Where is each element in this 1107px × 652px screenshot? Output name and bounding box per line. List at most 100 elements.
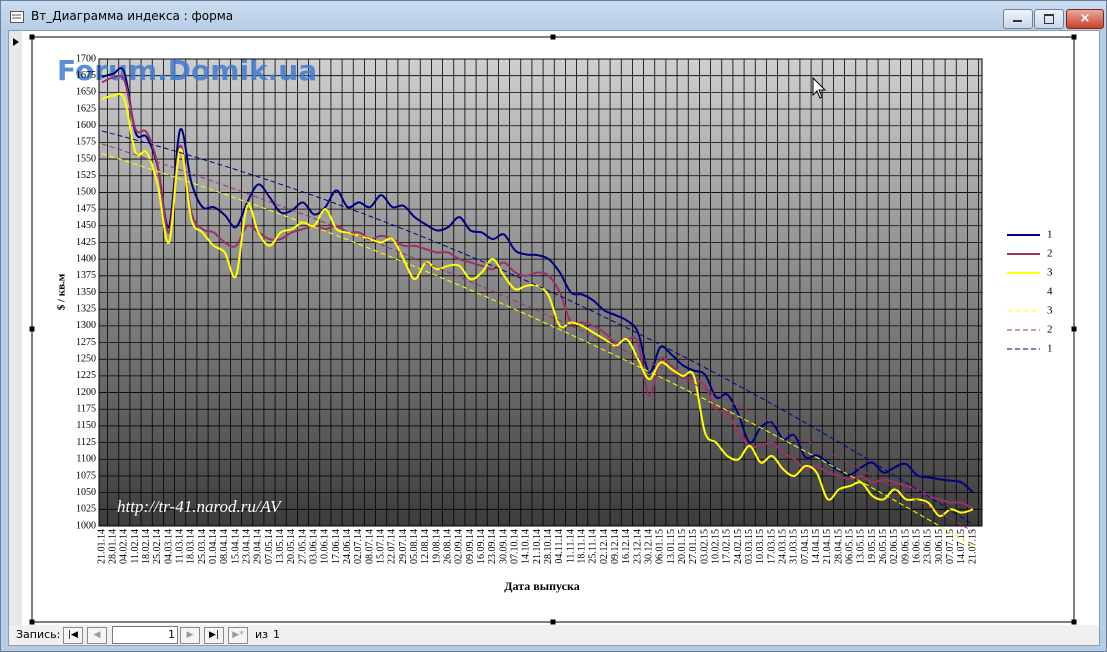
x-tick-label: 24.06.14 xyxy=(342,529,353,564)
x-tick-label: 04.02.14 xyxy=(119,529,130,564)
x-tick-label: 13.05.14 xyxy=(275,529,286,564)
last-record-button[interactable]: ▶| xyxy=(204,627,224,644)
y-tick-label: 1225 xyxy=(76,370,96,381)
legend-label: 1 xyxy=(1047,229,1053,241)
x-tick-label: 14.04.15 xyxy=(811,529,822,564)
x-tick-label: 06.05.15 xyxy=(844,529,855,564)
x-axis-title: Дата выпуска xyxy=(504,579,579,593)
y-tick-label: 1675 xyxy=(76,70,96,81)
x-tick-label: 14.10.14 xyxy=(521,529,532,564)
x-tick-label: 21.01.14 xyxy=(96,529,107,564)
x-tick-label: 16.12.14 xyxy=(621,529,632,564)
x-tick-label: 13.05.15 xyxy=(856,529,867,564)
first-record-button[interactable]: |◀ xyxy=(63,627,83,644)
x-tick-label: 27.05.14 xyxy=(297,529,308,564)
next-record-button[interactable]: ▶ xyxy=(180,627,200,644)
x-tick-label: 11.03.14 xyxy=(174,529,185,564)
record-number[interactable]: 1 xyxy=(112,626,178,644)
y-tick-label: 1650 xyxy=(76,87,96,98)
trend-line xyxy=(101,143,974,532)
y-tick-label: 1550 xyxy=(76,153,96,164)
maximize-button[interactable] xyxy=(1034,9,1064,29)
x-tick-label: 08.04.14 xyxy=(219,529,230,564)
x-tick-label: 04.11.14 xyxy=(554,529,565,564)
watermark: http://tr-41.narod.ru/AV xyxy=(117,497,283,516)
x-tick-label: 07.04.15 xyxy=(800,529,811,564)
y-tick-label: 1425 xyxy=(76,237,96,248)
x-tick-label: 30.09.14 xyxy=(498,529,509,564)
y-tick-label: 1325 xyxy=(76,303,96,314)
legend-label: 1 xyxy=(1047,343,1053,355)
x-tick-label: 21.04.15 xyxy=(822,529,833,564)
x-tick-label: 18.11.14 xyxy=(576,529,587,564)
nav-label: Запись: xyxy=(16,628,61,641)
y-tick-label: 1275 xyxy=(76,337,96,348)
x-tick-label: 23.06.15 xyxy=(923,529,934,564)
x-tick-label: 09.06.15 xyxy=(900,529,911,564)
minimize-button[interactable] xyxy=(1003,9,1033,29)
legend-label: 4 xyxy=(1047,286,1053,298)
x-tick-label: 17.06.14 xyxy=(331,529,342,564)
x-tick-label: 18.03.14 xyxy=(186,529,197,564)
legend-label: 3 xyxy=(1047,267,1053,279)
x-tick-label: 03.03.15 xyxy=(744,529,755,564)
y-tick-label: 1125 xyxy=(76,437,96,448)
trend-line xyxy=(101,153,974,546)
x-tick-label: 02.07.14 xyxy=(353,529,364,564)
resize-handle xyxy=(29,619,35,625)
x-tick-label: 23.12.14 xyxy=(632,529,643,564)
x-tick-label: 02.09.14 xyxy=(454,529,465,564)
y-tick-label: 1025 xyxy=(76,504,96,515)
y-tick-label: 1625 xyxy=(76,103,96,114)
legend-label: 2 xyxy=(1047,324,1053,336)
y-tick-label: 1200 xyxy=(76,387,96,398)
y-tick-label: 1575 xyxy=(76,137,96,148)
close-button[interactable]: × xyxy=(1066,9,1104,29)
nav-total: 1 xyxy=(273,628,280,641)
x-tick-label: 31.03.15 xyxy=(789,529,800,564)
x-tick-label: 21.10.14 xyxy=(532,529,543,564)
y-tick-label: 1300 xyxy=(76,320,96,331)
x-tick-label: 10.03.15 xyxy=(755,529,766,564)
x-tick-label: 28.01.14 xyxy=(107,529,118,564)
x-tick-label: 28.10.14 xyxy=(543,529,554,564)
x-tick-label: 06.01.15 xyxy=(655,529,666,564)
data-line xyxy=(101,67,974,494)
x-tick-label: 20.05.14 xyxy=(286,529,297,564)
y-tick-label: 1250 xyxy=(76,354,96,365)
x-tick-label: 17.03.15 xyxy=(766,529,777,564)
y-tick-label: 1600 xyxy=(76,120,96,131)
x-tick-label: 22.07.14 xyxy=(387,529,398,564)
y-tick-label: 1175 xyxy=(76,404,96,415)
prev-record-button[interactable]: ◀ xyxy=(87,627,107,644)
x-tick-label: 20.01.15 xyxy=(677,529,688,564)
x-tick-label: 19.08.14 xyxy=(431,529,442,564)
x-tick-label: 02.06.15 xyxy=(889,529,900,564)
x-tick-label: 25.02.14 xyxy=(152,529,163,564)
resize-handle xyxy=(29,326,35,332)
x-tick-label: 11.02.14 xyxy=(130,529,141,564)
new-record-button[interactable]: ▶* xyxy=(228,627,248,644)
x-tick-label: 26.08.14 xyxy=(442,529,453,564)
record-pointer xyxy=(13,38,19,46)
x-tick-label: 01.04.14 xyxy=(208,529,219,564)
y-tick-label: 1075 xyxy=(76,470,96,481)
y-tick-label: 1475 xyxy=(76,203,96,214)
x-tick-label: 10.02.15 xyxy=(710,529,721,564)
x-tick-label: 29.04.14 xyxy=(253,529,264,564)
y-tick-label: 1150 xyxy=(76,420,96,431)
record-selector[interactable] xyxy=(9,31,22,625)
form-area: $ / кв.м Дата выпуска Forum.Domik.ua htt… xyxy=(8,30,1100,646)
x-tick-label: 29.07.14 xyxy=(398,529,409,564)
x-tick-label: 26.05.15 xyxy=(878,529,889,564)
x-tick-label: 18.02.14 xyxy=(141,529,152,564)
resize-handle xyxy=(1071,619,1077,625)
x-tick-label: 07.05.14 xyxy=(264,529,275,564)
navigation-bar: Запись: |◀ ◀ 1 ▶ ▶| ▶* из 1 xyxy=(9,625,1099,645)
form-icon xyxy=(10,11,24,23)
x-tick-label: 07.10.14 xyxy=(509,529,520,564)
mouse-cursor xyxy=(812,76,827,99)
x-tick-label: 02.12.14 xyxy=(599,529,610,564)
y-tick-label: 1050 xyxy=(76,487,96,498)
x-tick-label: 24.02.15 xyxy=(733,529,744,564)
